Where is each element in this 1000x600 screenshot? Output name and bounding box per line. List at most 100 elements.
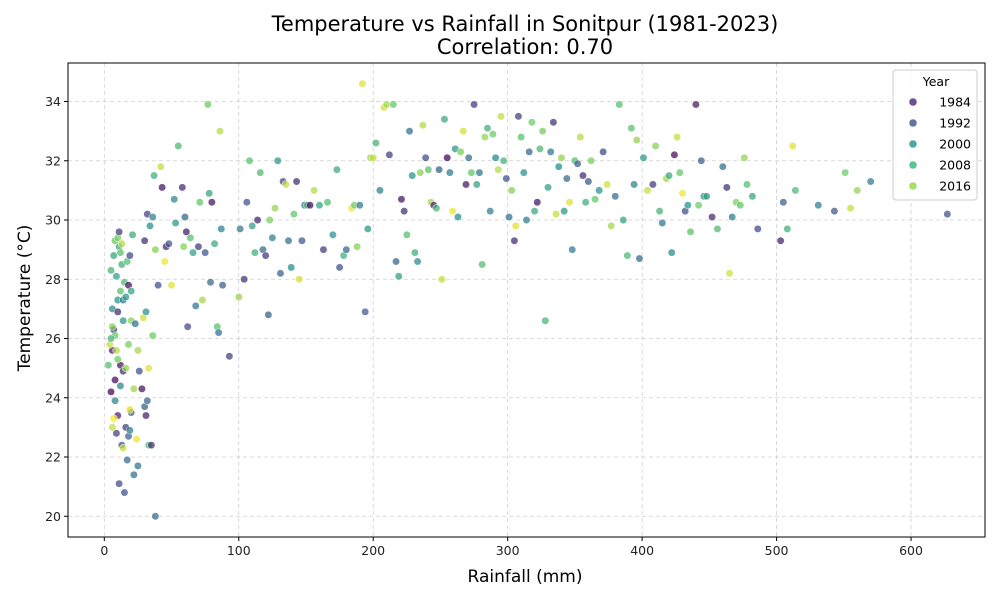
data-point bbox=[392, 257, 401, 266]
data-point bbox=[217, 224, 226, 233]
data-point bbox=[310, 186, 319, 195]
data-point bbox=[107, 387, 115, 396]
data-point bbox=[289, 210, 298, 219]
data-point bbox=[505, 213, 513, 222]
data-point bbox=[697, 156, 706, 165]
data-point bbox=[261, 251, 270, 260]
data-point bbox=[150, 171, 159, 180]
data-point bbox=[467, 168, 476, 177]
data-point bbox=[363, 224, 372, 233]
data-point bbox=[517, 133, 526, 142]
data-point bbox=[265, 216, 274, 224]
data-point bbox=[194, 242, 203, 251]
data-point bbox=[488, 130, 497, 139]
data-point bbox=[125, 426, 134, 435]
legend-label: 2016 bbox=[939, 179, 971, 194]
data-point bbox=[164, 239, 173, 248]
data-point bbox=[160, 257, 169, 266]
data-point bbox=[658, 219, 667, 227]
legend-marker bbox=[908, 139, 918, 149]
data-point bbox=[143, 396, 152, 405]
data-point bbox=[335, 263, 344, 272]
data-point bbox=[639, 153, 648, 162]
data-point bbox=[295, 275, 304, 284]
data-point bbox=[648, 180, 657, 189]
data-point bbox=[397, 195, 406, 204]
data-point bbox=[718, 162, 727, 171]
data-point bbox=[494, 165, 503, 174]
data-point bbox=[456, 147, 465, 156]
legend-title: Year bbox=[922, 74, 950, 89]
x-tick-label: 100 bbox=[227, 543, 251, 558]
y-tick-label: 26 bbox=[45, 331, 61, 346]
data-point bbox=[115, 227, 124, 236]
data-point bbox=[527, 118, 536, 127]
data-point bbox=[584, 177, 593, 186]
legend: Year 1984 1992 2000 2008 2016 bbox=[892, 69, 978, 201]
data-point bbox=[133, 461, 142, 470]
data-point bbox=[630, 180, 639, 189]
data-point bbox=[191, 301, 200, 310]
data-point bbox=[115, 479, 124, 488]
data-point bbox=[125, 405, 134, 414]
data-point bbox=[511, 221, 520, 230]
data-point bbox=[195, 198, 204, 207]
data-point bbox=[491, 153, 500, 162]
data-point bbox=[201, 248, 210, 257]
data-point bbox=[400, 207, 409, 216]
y-axis-label: Temperature (°C) bbox=[15, 225, 35, 373]
data-point bbox=[142, 307, 150, 316]
data-point bbox=[573, 159, 582, 168]
data-point bbox=[273, 156, 282, 165]
data-point bbox=[156, 162, 165, 171]
legend-marker bbox=[908, 118, 918, 128]
data-point bbox=[728, 213, 737, 222]
data-point bbox=[435, 165, 444, 174]
legend-label: 2008 bbox=[939, 158, 971, 173]
data-point bbox=[713, 224, 722, 233]
y-tick-label: 32 bbox=[45, 153, 61, 168]
data-point bbox=[814, 201, 823, 210]
data-point bbox=[264, 310, 273, 319]
data-point bbox=[486, 207, 495, 216]
data-point bbox=[587, 156, 595, 165]
data-point bbox=[499, 156, 508, 165]
data-point bbox=[112, 346, 121, 355]
data-point bbox=[568, 245, 577, 254]
data-point bbox=[453, 213, 462, 222]
data-point bbox=[144, 364, 153, 373]
data-point bbox=[276, 269, 285, 278]
data-point bbox=[552, 210, 561, 219]
data-point bbox=[342, 245, 351, 254]
data-point bbox=[565, 198, 574, 207]
data-point bbox=[619, 216, 628, 224]
data-point bbox=[361, 307, 370, 316]
legend-marker bbox=[908, 160, 918, 170]
data-point bbox=[108, 423, 117, 432]
data-point bbox=[725, 269, 734, 278]
data-point bbox=[369, 153, 378, 162]
data-point bbox=[533, 198, 542, 207]
data-point bbox=[271, 204, 280, 213]
data-point bbox=[678, 189, 687, 198]
data-point bbox=[111, 376, 120, 384]
x-tick-label: 300 bbox=[496, 543, 520, 558]
data-point bbox=[394, 272, 403, 281]
data-point bbox=[281, 180, 290, 189]
data-point bbox=[148, 331, 157, 340]
data-point bbox=[675, 168, 684, 177]
data-point bbox=[943, 210, 952, 219]
data-point bbox=[138, 384, 146, 393]
data-point bbox=[519, 168, 528, 177]
plot-frame bbox=[67, 62, 986, 538]
data-point bbox=[107, 266, 115, 275]
data-point bbox=[111, 396, 120, 405]
data-point bbox=[615, 100, 624, 109]
data-point bbox=[627, 124, 636, 133]
data-point bbox=[113, 355, 122, 364]
data-point bbox=[116, 287, 125, 296]
x-axis-ticks: 0 100 200 300 400 500 600 bbox=[100, 537, 923, 558]
data-point bbox=[131, 319, 140, 328]
data-point bbox=[135, 367, 144, 376]
data-point bbox=[464, 153, 473, 162]
